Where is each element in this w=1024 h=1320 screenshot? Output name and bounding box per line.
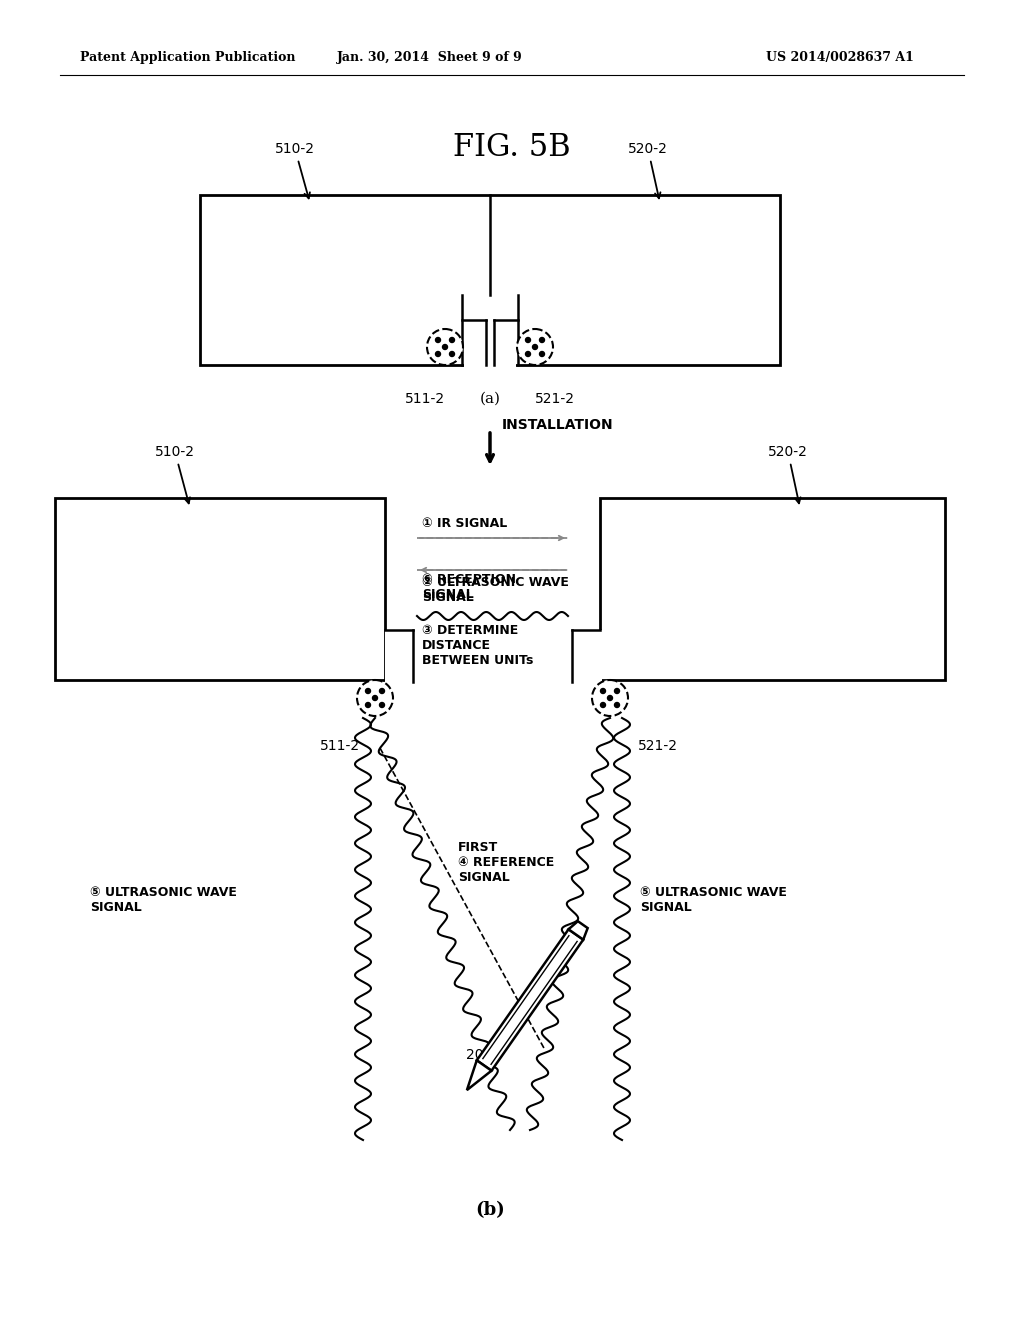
Polygon shape [467, 1060, 492, 1090]
Text: 520-2: 520-2 [628, 143, 668, 198]
Text: 511-2: 511-2 [319, 739, 360, 752]
Circle shape [427, 329, 463, 366]
Circle shape [540, 338, 545, 342]
Text: US 2014/0028637 A1: US 2014/0028637 A1 [766, 51, 914, 65]
Text: ② ULTRASONIC WAVE
SIGNAL: ② ULTRASONIC WAVE SIGNAL [422, 576, 569, 605]
Bar [55, 498, 385, 680]
Bar [464, 294, 516, 367]
Circle shape [614, 702, 620, 708]
Text: ⑤ ULTRASONIC WAVE
SIGNAL: ⑤ ULTRASONIC WAVE SIGNAL [640, 886, 786, 913]
Text: ① IR SIGNAL: ① IR SIGNAL [422, 517, 507, 531]
Circle shape [450, 338, 455, 342]
Circle shape [373, 696, 378, 701]
Text: (a): (a) [479, 392, 501, 407]
Circle shape [592, 680, 628, 715]
Polygon shape [568, 921, 588, 940]
Text: 521-2: 521-2 [535, 392, 575, 407]
Circle shape [366, 689, 371, 693]
Text: 20: 20 [466, 1048, 483, 1063]
Circle shape [366, 702, 371, 708]
Circle shape [442, 345, 447, 350]
Circle shape [607, 696, 612, 701]
Circle shape [614, 689, 620, 693]
Text: ⑤ ULTRASONIC WAVE
SIGNAL: ⑤ ULTRASONIC WAVE SIGNAL [90, 886, 237, 913]
Text: Jan. 30, 2014  Sheet 9 of 9: Jan. 30, 2014 Sheet 9 of 9 [337, 51, 523, 65]
Text: FIG. 5B: FIG. 5B [454, 132, 570, 164]
Circle shape [357, 680, 393, 715]
Text: ⑥ RECEPTION
SIGNAL: ⑥ RECEPTION SIGNAL [422, 573, 516, 601]
Text: 510-2: 510-2 [275, 143, 315, 198]
Circle shape [435, 351, 440, 356]
Text: 520-2: 520-2 [768, 445, 808, 503]
Polygon shape [477, 929, 584, 1071]
Text: Patent Application Publication: Patent Application Publication [80, 51, 296, 65]
Text: INSTALLATION: INSTALLATION [502, 418, 613, 432]
Bar [385, 630, 415, 682]
Bar [600, 498, 945, 680]
Circle shape [435, 338, 440, 342]
Text: ③ DETERMINE
DISTANCE
BETWEEN UNITs: ③ DETERMINE DISTANCE BETWEEN UNITs [422, 624, 534, 667]
Text: 521-2: 521-2 [638, 739, 678, 752]
Bar [200, 195, 780, 366]
Bar [570, 630, 602, 682]
Circle shape [517, 329, 553, 366]
Circle shape [525, 338, 530, 342]
Circle shape [525, 351, 530, 356]
Text: 511-2: 511-2 [404, 392, 445, 407]
Circle shape [540, 351, 545, 356]
Circle shape [380, 689, 384, 693]
Circle shape [450, 351, 455, 356]
Text: (b): (b) [475, 1201, 505, 1218]
Circle shape [532, 345, 538, 350]
Circle shape [600, 702, 605, 708]
Circle shape [600, 689, 605, 693]
Circle shape [380, 702, 384, 708]
Text: 510-2: 510-2 [155, 445, 195, 503]
Text: FIRST
④ REFERENCE
SIGNAL: FIRST ④ REFERENCE SIGNAL [458, 841, 554, 884]
